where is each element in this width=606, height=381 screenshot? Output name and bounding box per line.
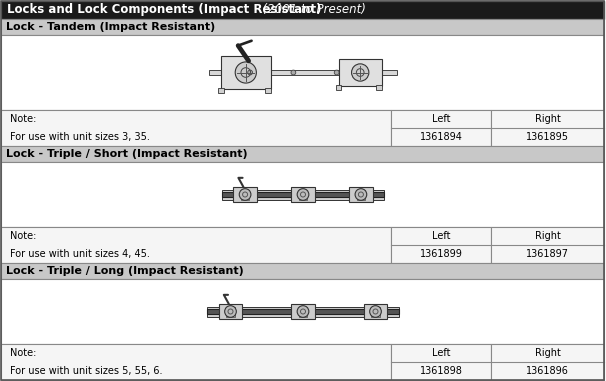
Circle shape (239, 189, 251, 200)
Text: Left: Left (431, 114, 450, 124)
Circle shape (297, 189, 309, 200)
Circle shape (291, 70, 296, 75)
Bar (1, 110, 391, 146)
Bar (391, 227, 491, 263)
Bar (299, 189, 307, 192)
Text: 1361899: 1361899 (419, 249, 462, 259)
Bar (221, 56, 271, 89)
Bar (336, 85, 341, 90)
Text: Right: Right (534, 231, 561, 241)
Text: 1361894: 1361894 (419, 132, 462, 142)
Text: Locks and Lock Components (Impact Resistant): Locks and Lock Components (Impact Resist… (7, 3, 322, 16)
Text: For use with unit sizes 5, 55, 6.: For use with unit sizes 5, 55, 6. (10, 366, 162, 376)
Bar (1, 263, 604, 279)
Text: 1361895: 1361895 (526, 132, 569, 142)
Bar (1, 146, 604, 162)
Circle shape (355, 189, 367, 200)
Text: Note:: Note: (10, 231, 36, 241)
Circle shape (370, 306, 381, 317)
Bar (222, 189, 384, 200)
Text: For use with unit sizes 4, 45.: For use with unit sizes 4, 45. (10, 249, 150, 259)
Bar (339, 59, 382, 86)
Bar (376, 85, 382, 90)
Text: Left: Left (431, 231, 450, 241)
Bar (291, 187, 315, 202)
Bar (1, 162, 604, 227)
Bar (357, 197, 365, 200)
Text: 1361896: 1361896 (526, 366, 569, 376)
Bar (299, 314, 307, 317)
Bar (1, 344, 391, 380)
Bar (491, 344, 604, 380)
Text: Note:: Note: (10, 114, 36, 124)
Bar (1, 279, 604, 344)
Circle shape (248, 70, 253, 75)
Bar (299, 306, 307, 309)
Bar (1, 19, 604, 35)
Text: Right: Right (534, 348, 561, 358)
Bar (226, 306, 235, 309)
Circle shape (235, 62, 256, 83)
Bar (226, 314, 235, 317)
Bar (391, 110, 491, 146)
Bar (207, 309, 399, 314)
Bar (209, 70, 397, 75)
Text: Lock - Triple / Short (Impact Resistant): Lock - Triple / Short (Impact Resistant) (6, 149, 248, 159)
Circle shape (297, 306, 309, 317)
Bar (241, 189, 249, 192)
Text: For use with unit sizes 3, 35.: For use with unit sizes 3, 35. (10, 132, 150, 142)
Bar (1, 227, 391, 263)
Text: Left: Left (431, 348, 450, 358)
Text: 1361897: 1361897 (526, 249, 569, 259)
Bar (299, 197, 307, 200)
Bar (241, 197, 249, 200)
Bar (391, 344, 491, 380)
Circle shape (225, 306, 236, 317)
Text: Right: Right (534, 114, 561, 124)
Bar (349, 187, 373, 202)
Bar (233, 187, 257, 202)
Bar (265, 88, 271, 93)
Bar (1, 1, 604, 19)
Bar (357, 189, 365, 192)
Bar (371, 314, 380, 317)
Circle shape (335, 70, 339, 75)
Text: Lock - Tandem (Impact Resistant): Lock - Tandem (Impact Resistant) (6, 22, 215, 32)
Bar (218, 88, 224, 93)
Bar (371, 306, 380, 309)
Text: 1361898: 1361898 (419, 366, 462, 376)
Bar (219, 304, 242, 319)
Text: Note:: Note: (10, 348, 36, 358)
Bar (491, 227, 604, 263)
Text: Lock - Triple / Long (Impact Resistant): Lock - Triple / Long (Impact Resistant) (6, 266, 244, 276)
Bar (364, 304, 387, 319)
Bar (291, 304, 315, 319)
Bar (491, 110, 604, 146)
Bar (222, 192, 384, 197)
Bar (207, 306, 399, 317)
Text: (2001 to Present): (2001 to Present) (255, 3, 366, 16)
Circle shape (351, 64, 369, 81)
Bar (1, 35, 604, 110)
